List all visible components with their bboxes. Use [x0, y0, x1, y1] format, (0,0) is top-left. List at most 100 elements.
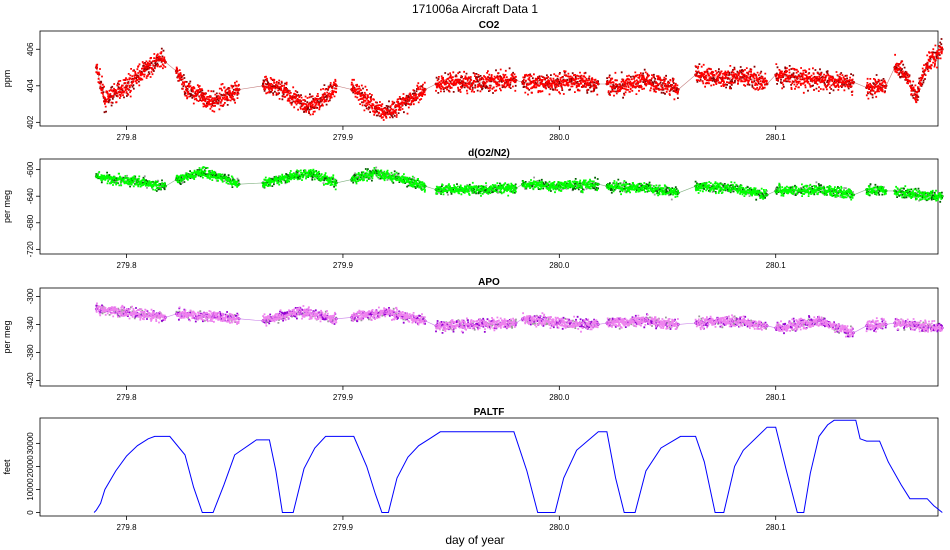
figure-title: 171006a Aircraft Data 1: [412, 2, 538, 16]
series-points: [95, 302, 944, 338]
data-point: [852, 193, 855, 197]
data-point: [817, 78, 821, 82]
y-axis-label: feet: [2, 459, 12, 475]
data-point: [434, 82, 438, 86]
data-point: [157, 58, 161, 62]
plot-frame: [39, 158, 939, 255]
data-point: [765, 82, 769, 86]
data-point: [211, 314, 215, 318]
y-tick-label: 10000: [26, 478, 35, 501]
data-point: [334, 181, 338, 185]
data-point: [94, 66, 98, 69]
data-point: [174, 178, 178, 182]
x-tick-label: 279.8: [117, 393, 138, 402]
x-axis-label: day of year: [445, 533, 504, 547]
data-point: [164, 60, 167, 64]
y-axis-label: per meg: [2, 320, 12, 353]
panel-d-o2-n2: d(O2/N2) per meg -720 -680 -640 -600 279.8 279.…: [2, 148, 944, 270]
data-point: [350, 178, 353, 182]
data-point: [514, 186, 518, 190]
panel-title: PALTF: [474, 407, 505, 418]
data-point: [795, 77, 799, 80]
series-line: [93, 419, 943, 513]
data-point: [852, 80, 855, 84]
plot-frame: [39, 30, 939, 127]
panel-title: APO: [478, 277, 500, 288]
data-point: [676, 88, 680, 91]
data-point: [319, 99, 323, 102]
data-point: [915, 95, 918, 99]
x-tick-label: 279.9: [333, 393, 354, 402]
data-point: [596, 182, 600, 186]
y-axis-label: per meg: [2, 190, 12, 223]
data-point: [460, 80, 464, 84]
data-point: [884, 322, 888, 326]
data-point: [261, 84, 265, 88]
data-point: [694, 184, 697, 188]
data-point: [298, 310, 302, 314]
y-tick-label: -340: [26, 316, 35, 333]
data-point: [605, 321, 609, 325]
x-tick-label: 279.8: [117, 261, 138, 270]
x-tick-label: 279.9: [333, 133, 354, 142]
plot-frame: [39, 417, 939, 517]
data-point: [373, 171, 377, 175]
data-point: [884, 84, 888, 88]
plot-frame: [39, 287, 939, 387]
data-point: [852, 331, 855, 335]
series-points: [95, 44, 943, 121]
data-point: [350, 315, 353, 319]
data-point: [125, 310, 129, 314]
data-point: [676, 322, 680, 326]
data-point: [568, 78, 572, 82]
data-point: [334, 317, 338, 321]
data-point: [904, 71, 907, 75]
data-point: [514, 78, 518, 82]
data-point: [557, 184, 561, 188]
series-points-dark: [95, 304, 943, 338]
data-point: [174, 312, 178, 316]
data-point: [125, 84, 129, 88]
x-tick-label: 280.1: [766, 523, 787, 532]
data-point: [884, 189, 888, 193]
data-point: [547, 82, 550, 86]
data-point: [622, 84, 626, 88]
x-tick-label: 280.1: [766, 261, 787, 270]
x-tick-label: 280.0: [549, 393, 570, 402]
panel-apo: APO per meg -420 -380 -340 -300 279.8 279.9 280.…: [2, 277, 944, 402]
data-point: [395, 176, 399, 180]
x-tick-label: 279.9: [333, 261, 354, 270]
data-point: [915, 193, 918, 197]
data-point: [694, 321, 697, 325]
y-tick-label: -420: [26, 372, 35, 389]
data-point: [765, 193, 769, 197]
data-point: [135, 180, 139, 184]
data-point: [644, 78, 648, 82]
data-point: [605, 82, 609, 86]
y-tick-label: -640: [26, 188, 35, 205]
data-point: [222, 93, 226, 97]
data-point: [423, 88, 427, 91]
data-point: [261, 181, 265, 185]
data-point: [471, 322, 475, 326]
data-point: [605, 184, 609, 188]
data-point: [164, 184, 167, 188]
data-point: [521, 182, 524, 186]
y-tick-label: -380: [26, 344, 35, 361]
data-point: [350, 88, 353, 91]
data-point: [557, 321, 561, 325]
data-point: [644, 319, 648, 323]
x-tick-label: 280.0: [549, 261, 570, 270]
data-point: [731, 186, 734, 190]
data-point: [865, 86, 868, 90]
data-point: [373, 106, 377, 110]
data-point: [817, 319, 821, 323]
x-tick-label: 280.0: [549, 133, 570, 142]
y-tick-label: -680: [26, 214, 35, 231]
y-tick-label: -720: [26, 241, 35, 258]
data-point: [482, 80, 485, 84]
y-tick-label: 406: [26, 42, 35, 56]
data-point: [363, 95, 366, 99]
